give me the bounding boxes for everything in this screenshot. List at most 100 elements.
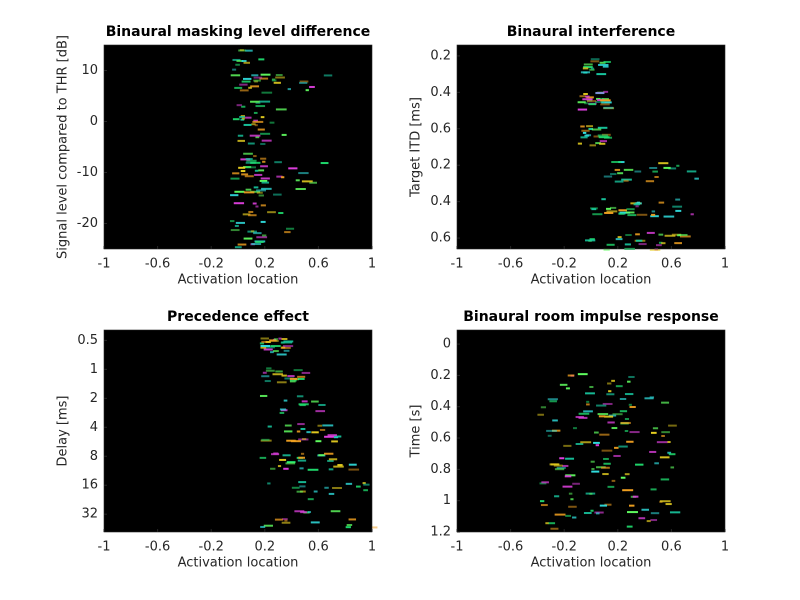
heatmap-streak: [296, 430, 301, 433]
heatmap-streak: [243, 61, 250, 64]
heatmap-streak: [582, 67, 589, 70]
heatmap-streak: [626, 440, 634, 443]
heatmap-streak: [251, 123, 256, 126]
heatmap-streak: [290, 440, 302, 443]
heatmap-streak: [348, 518, 357, 521]
heatmap-streak: [668, 453, 676, 456]
heatmap-streak: [575, 442, 584, 445]
heatmap-streak: [577, 108, 588, 111]
heatmap-streak: [234, 246, 242, 249]
heatmap-streak: [255, 136, 260, 139]
heatmap-streak: [629, 504, 635, 507]
heatmap-streak: [331, 440, 338, 443]
heatmap-streak: [570, 498, 574, 501]
heatmap-streak: [607, 421, 615, 424]
heatmap-streak: [577, 142, 582, 145]
heatmap-streak: [658, 201, 665, 204]
heatmap-streak: [328, 468, 334, 471]
heatmap-streak: [250, 100, 260, 103]
heatmap-streak: [589, 385, 594, 388]
heatmap-streak: [649, 396, 655, 399]
heatmap-streak: [262, 371, 267, 374]
heatmap-streak: [270, 351, 274, 354]
heatmap-streak: [242, 213, 251, 216]
heatmap-streak: [607, 485, 615, 488]
heatmap-streak: [677, 234, 681, 237]
heatmap-streak: [583, 63, 593, 66]
heatmap-streak: [245, 188, 252, 191]
heatmap-streak: [241, 105, 246, 108]
plot-area: [104, 45, 372, 249]
heatmap-streak: [259, 456, 267, 459]
heatmap-streak: [295, 179, 300, 182]
heatmap-streak: [597, 126, 608, 129]
heatmap-streak: [646, 231, 655, 234]
heatmap-streak: [245, 116, 252, 119]
x-tick-label: -1: [98, 540, 111, 555]
heatmap-streak: [624, 417, 630, 420]
y-tick-label: 1: [443, 493, 451, 508]
heatmap-streak: [260, 116, 265, 119]
heatmap-streak: [270, 345, 281, 348]
heatmap-streak: [244, 175, 254, 178]
heatmap-streak: [363, 483, 370, 486]
heatmap-streak: [265, 369, 275, 372]
heatmap-streak: [599, 140, 608, 143]
x-tick-label: -1: [98, 257, 111, 272]
heatmap-streak: [582, 98, 593, 101]
x-tick-label: 1: [368, 257, 376, 272]
heatmap-streak: [260, 525, 266, 528]
x-tick-label: -1: [451, 257, 464, 272]
heatmap-streak: [617, 172, 624, 175]
heatmap-streak: [283, 467, 289, 470]
y-tick-label: 0.6: [430, 231, 451, 246]
heatmap-streak: [252, 202, 257, 205]
heatmap-streak: [279, 411, 285, 414]
heatmap-streak: [253, 111, 258, 114]
heatmap-streak: [568, 492, 573, 495]
heatmap-streak: [547, 434, 552, 437]
heatmap-streak: [646, 520, 651, 523]
heatmap-streak: [274, 161, 282, 164]
heatmap-streak: [613, 454, 621, 457]
y-tick-label: 16: [81, 478, 98, 493]
heatmap-streak: [260, 220, 266, 223]
x-tick-label: -0.2: [199, 257, 224, 272]
heatmap-streak: [606, 210, 618, 213]
y-axis-label: Target ITD [ms]: [409, 97, 424, 198]
axes-box: [456, 44, 726, 250]
y-tick-label: 10: [81, 63, 98, 78]
heatmap-streak: [546, 429, 557, 432]
heatmap-streak: [611, 161, 622, 164]
heatmap-streak: [251, 243, 262, 246]
heatmap-streak: [674, 242, 682, 245]
heatmap-streak: [611, 379, 615, 382]
heatmap-streak: [549, 463, 559, 466]
heatmap-streak: [260, 132, 271, 135]
heatmap-streak: [660, 478, 670, 481]
heatmap-streak: [595, 100, 605, 103]
heatmap-streak: [634, 170, 642, 173]
heatmap-streak: [332, 487, 342, 490]
heatmap-streak: [301, 180, 313, 183]
heatmap-streak: [246, 166, 257, 169]
heatmap-streak: [590, 509, 594, 512]
heatmap-streak: [236, 59, 244, 62]
heatmap-streak: [232, 172, 240, 175]
heatmap-streak: [275, 108, 287, 111]
heatmap-streak: [580, 136, 588, 139]
heatmap-streak: [256, 191, 263, 194]
heatmap-streak: [635, 205, 639, 208]
heatmap-streak: [562, 464, 569, 467]
heatmap-streak: [679, 233, 688, 236]
x-tick-label: 0.2: [607, 540, 628, 555]
heatmap-streak: [627, 214, 637, 217]
heatmap-streak: [345, 482, 353, 485]
heatmap-streak: [626, 525, 633, 528]
heatmap-streak: [659, 500, 671, 503]
heatmap-streak: [327, 459, 334, 462]
heatmap-streak: [260, 143, 266, 146]
heatmap-streak: [288, 167, 298, 170]
heatmap-streak: [661, 431, 670, 434]
y-tick-label: -20: [77, 216, 98, 231]
